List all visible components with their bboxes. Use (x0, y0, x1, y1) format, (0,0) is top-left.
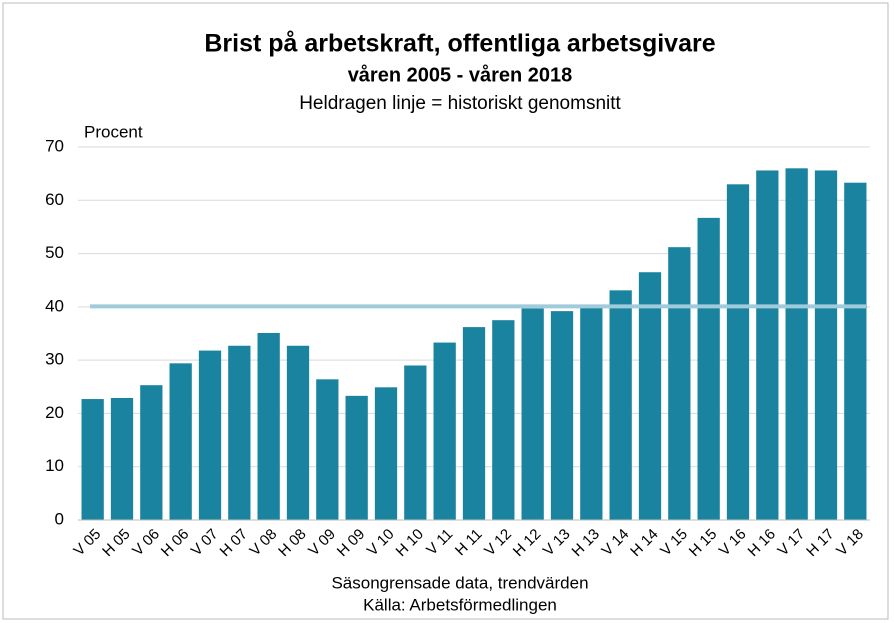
bar (228, 345, 251, 520)
bar (110, 397, 134, 520)
bar (81, 399, 104, 520)
chart-title: Brist på arbetskraft, offentliga arbetsg… (204, 30, 715, 58)
y-tick-label: 60 (45, 190, 64, 209)
bar (814, 170, 838, 520)
bar (756, 170, 779, 520)
y-tick-label: 20 (45, 403, 64, 422)
y-axis-label: Procent (84, 122, 143, 141)
bar (140, 385, 163, 520)
bar (462, 327, 486, 520)
bar (785, 168, 808, 521)
bar (404, 365, 427, 520)
bar (726, 184, 750, 521)
y-tick-label: 10 (45, 456, 64, 475)
bar (521, 308, 544, 520)
y-tick-label: 0 (55, 509, 64, 528)
bar (286, 345, 310, 520)
bar (316, 379, 339, 520)
bar (345, 395, 368, 520)
bar (638, 272, 662, 520)
y-tick-label: 40 (45, 296, 64, 315)
y-tick-label: 30 (45, 350, 64, 369)
bar (844, 182, 867, 521)
bar (697, 217, 720, 520)
chart-note: Heldragen linje = historiskt genomsnitt (299, 93, 621, 114)
bar (580, 306, 603, 520)
x-axis-label: Säsongrensade data, trendvärden (331, 573, 588, 592)
chart-subtitle: våren 2005 - våren 2018 (348, 63, 573, 86)
source: Källa: Arbetsförmedlingen (363, 595, 557, 614)
bar (198, 350, 222, 520)
bar (609, 290, 632, 520)
bar (374, 387, 398, 520)
bar (492, 320, 515, 520)
bar (257, 332, 280, 520)
bar (550, 311, 574, 520)
y-tick-label: 70 (45, 136, 64, 155)
y-tick-label: 50 (45, 243, 64, 262)
bar (433, 342, 456, 520)
bar (169, 363, 192, 520)
bar (668, 247, 691, 521)
